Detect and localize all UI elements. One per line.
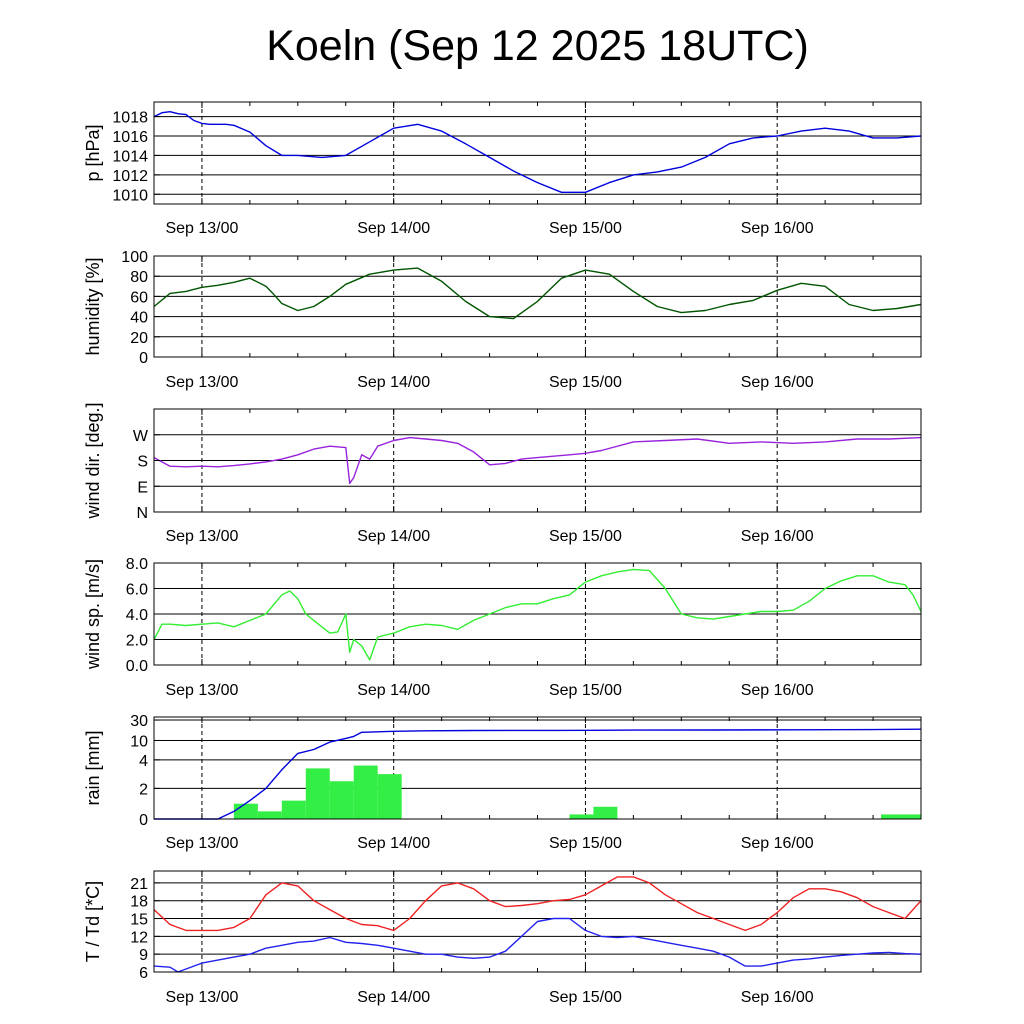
- temperature-series-t: [153, 876, 922, 932]
- rain-bar: [377, 774, 402, 819]
- humidity-ytick-label: 0: [139, 350, 148, 367]
- wind_speed-xtick-label: Sep 16/00: [741, 682, 814, 699]
- rain-ytick-label: 10: [130, 733, 148, 750]
- rain-ylabel: rain [mm]: [83, 730, 103, 805]
- rain-xtick-label: Sep 14/00: [357, 835, 430, 852]
- rain-xtick-label: Sep 16/00: [741, 835, 814, 852]
- pressure-xtick-label: Sep 13/00: [165, 220, 238, 237]
- temperature-ytick-label: 9: [139, 947, 148, 964]
- humidity-ytick-label: 80: [130, 269, 148, 286]
- temperature-ytick-label: 15: [130, 912, 148, 929]
- humidity-xtick-label: Sep 14/00: [357, 374, 430, 391]
- temperature-xtick-label: Sep 14/00: [357, 989, 430, 1006]
- temperature-series-td: [153, 917, 922, 973]
- rain-ytick-label: 4: [139, 753, 148, 770]
- wind_speed-ytick-label: 4.0: [126, 607, 148, 624]
- pressure-panel: 1010 1012 1014 1016 1018 p [hPa] Sep 13/00 Sep …: [83, 101, 922, 237]
- rain-bar: [329, 781, 354, 819]
- rain-series-accumulated-rain: [154, 728, 922, 820]
- pressure-xtick-label: Sep 14/00: [357, 220, 430, 237]
- pressure-series-p: [153, 110, 922, 194]
- wind_direction-ytick-label: N: [136, 505, 148, 522]
- chart-title: Koeln (Sep 12 2025 18UTC): [266, 22, 809, 70]
- temperature-xtick-label: Sep 15/00: [549, 989, 622, 1006]
- wind_direction-ytick-label: S: [137, 454, 148, 471]
- wind_direction-xtick-label: Sep 16/00: [741, 528, 814, 545]
- rain-ytick-label: 30: [130, 713, 148, 730]
- wind_speed-ytick-label: 2.0: [126, 633, 148, 650]
- temperature-frame: [153, 870, 922, 973]
- humidity-panel: 0 20 40 60 80 100 humidity [%] Sep 13/00 Sep 14/…: [83, 249, 922, 391]
- rain-xtick-label: Sep 13/00: [165, 835, 238, 852]
- wind_direction-ytick-label: E: [137, 479, 148, 496]
- pressure-ytick-label: 1010: [112, 187, 148, 204]
- pressure-xtick-label: Sep 16/00: [741, 220, 814, 237]
- wind_speed-series-wind-speed: [153, 568, 922, 661]
- wind_direction-ylabel: wind dir. [deg.]: [83, 402, 103, 519]
- wind_speed-ytick-label: 0.0: [126, 658, 148, 675]
- rain-frame: [153, 716, 922, 820]
- pressure-xtick-label: Sep 15/00: [549, 220, 622, 237]
- wind_speed-xtick-label: Sep 15/00: [549, 682, 622, 699]
- humidity-xtick-label: Sep 13/00: [165, 374, 238, 391]
- temperature-ylabel: T / Td [*C]: [83, 881, 103, 962]
- humidity-series-humidity: [153, 267, 922, 320]
- temperature-ytick-label: 21: [130, 876, 148, 893]
- humidity-ylabel: humidity [%]: [83, 257, 103, 355]
- rain-xtick-label: Sep 15/00: [549, 835, 622, 852]
- rain-ytick-label: 2: [139, 781, 148, 798]
- wind_direction-xtick-label: Sep 14/00: [357, 528, 430, 545]
- temperature-xtick-label: Sep 16/00: [741, 989, 814, 1006]
- pressure-ytick-label: 1018: [112, 110, 148, 127]
- wind_speed-ytick-label: 6.0: [126, 582, 148, 599]
- rain-bar: [881, 814, 921, 819]
- wind_direction-xtick-label: Sep 15/00: [549, 528, 622, 545]
- humidity-xtick-label: Sep 16/00: [741, 374, 814, 391]
- rain-bar: [593, 806, 618, 819]
- wind_speed-panel: 0.0 2.0 4.0 6.0 8.0 wind sp. [m/s] Sep 13/00 Se…: [83, 556, 922, 699]
- temperature-xtick-label: Sep 13/00: [165, 989, 238, 1006]
- humidity-xtick-label: Sep 15/00: [549, 374, 622, 391]
- humidity-ytick-label: 40: [130, 310, 148, 327]
- temperature-ytick-label: 6: [139, 965, 148, 982]
- humidity-ytick-label: 20: [130, 330, 148, 347]
- pressure-frame: [153, 101, 922, 205]
- rain-bar: [281, 800, 306, 819]
- rain-bar: [305, 768, 330, 819]
- rain-bar: [569, 814, 594, 819]
- rain-ytick-label: 0: [139, 812, 148, 829]
- wind_speed-xtick-label: Sep 13/00: [165, 682, 238, 699]
- pressure-ylabel: p [hPa]: [83, 124, 103, 181]
- wind_direction-series-wind-dir: [153, 436, 922, 485]
- wind_speed-ytick-label: 8.0: [126, 556, 148, 573]
- wind_speed-ylabel: wind sp. [m/s]: [83, 559, 103, 670]
- humidity-frame: [153, 255, 922, 358]
- wind_direction-ytick-label: W: [133, 428, 149, 445]
- pressure-ytick-label: 1012: [112, 168, 148, 185]
- humidity-ytick-label: 60: [130, 289, 148, 306]
- wind_speed-xtick-label: Sep 14/00: [357, 682, 430, 699]
- humidity-ytick-label: 100: [121, 249, 148, 266]
- pressure-ytick-label: 1014: [112, 148, 148, 165]
- rain-bar: [353, 765, 378, 819]
- pressure-ytick-label: 1016: [112, 129, 148, 146]
- rain-panel: 0 2 4 10 30 rain [mm] Sep 13/00 Sep 14/00 Sep 15…: [83, 713, 922, 852]
- rain-bar: [257, 811, 282, 819]
- temperature-ytick-label: 18: [130, 894, 148, 911]
- wind_direction-xtick-label: Sep 13/00: [165, 528, 238, 545]
- rain-bar: [233, 803, 258, 819]
- temperature-ytick-label: 12: [130, 929, 148, 946]
